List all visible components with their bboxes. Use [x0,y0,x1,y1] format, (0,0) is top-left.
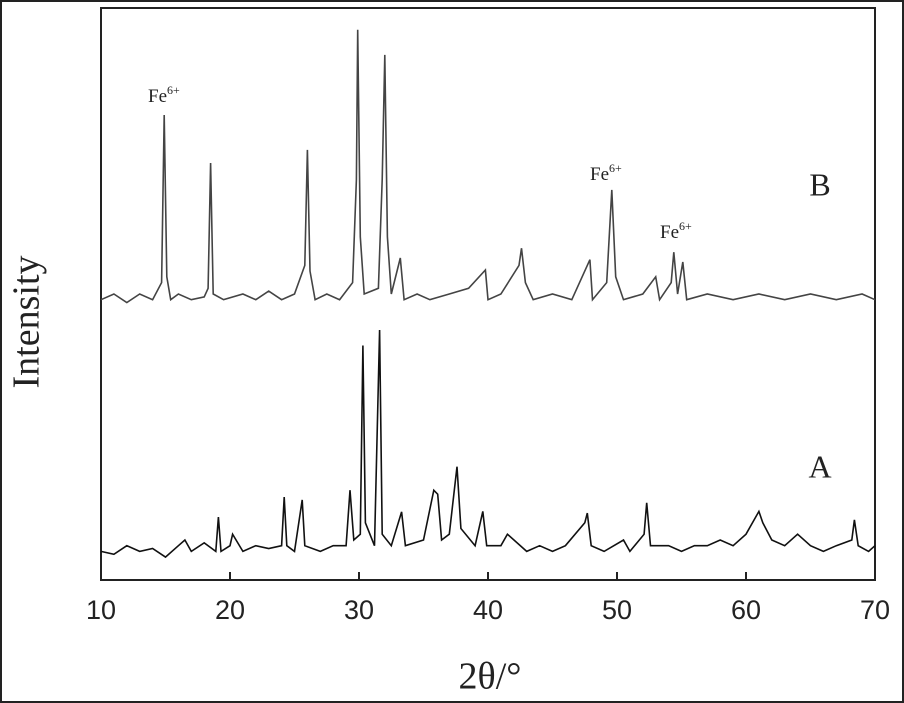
x-tick-label: 20 [215,595,245,625]
series-line [100,29,876,304]
x-tick-label: 50 [602,595,632,625]
x-axis-label: 2θ/° [459,656,522,698]
x-tick-label: 30 [344,595,374,625]
x-tick-label: 70 [860,595,890,625]
x-tick-label: 40 [473,595,503,625]
annotation-text: Fe [660,222,679,243]
y-axis-label: Intensity [6,256,48,389]
annotation: Fe6+ [148,83,180,107]
series-label: B [809,166,830,202]
annotation: Fe6+ [660,219,692,243]
series-line [100,329,876,559]
annotation-superscript: 6+ [609,161,622,175]
x-tick-label: 60 [731,595,761,625]
series-label: A [808,448,831,484]
annotation-superscript: 6+ [679,219,692,233]
annotation-text: Fe [148,86,167,107]
annotation: Fe6+ [590,161,622,185]
x-tick-label: 10 [86,595,116,625]
annotation-text: Fe [590,164,609,185]
annotation-superscript: 6+ [167,83,180,97]
